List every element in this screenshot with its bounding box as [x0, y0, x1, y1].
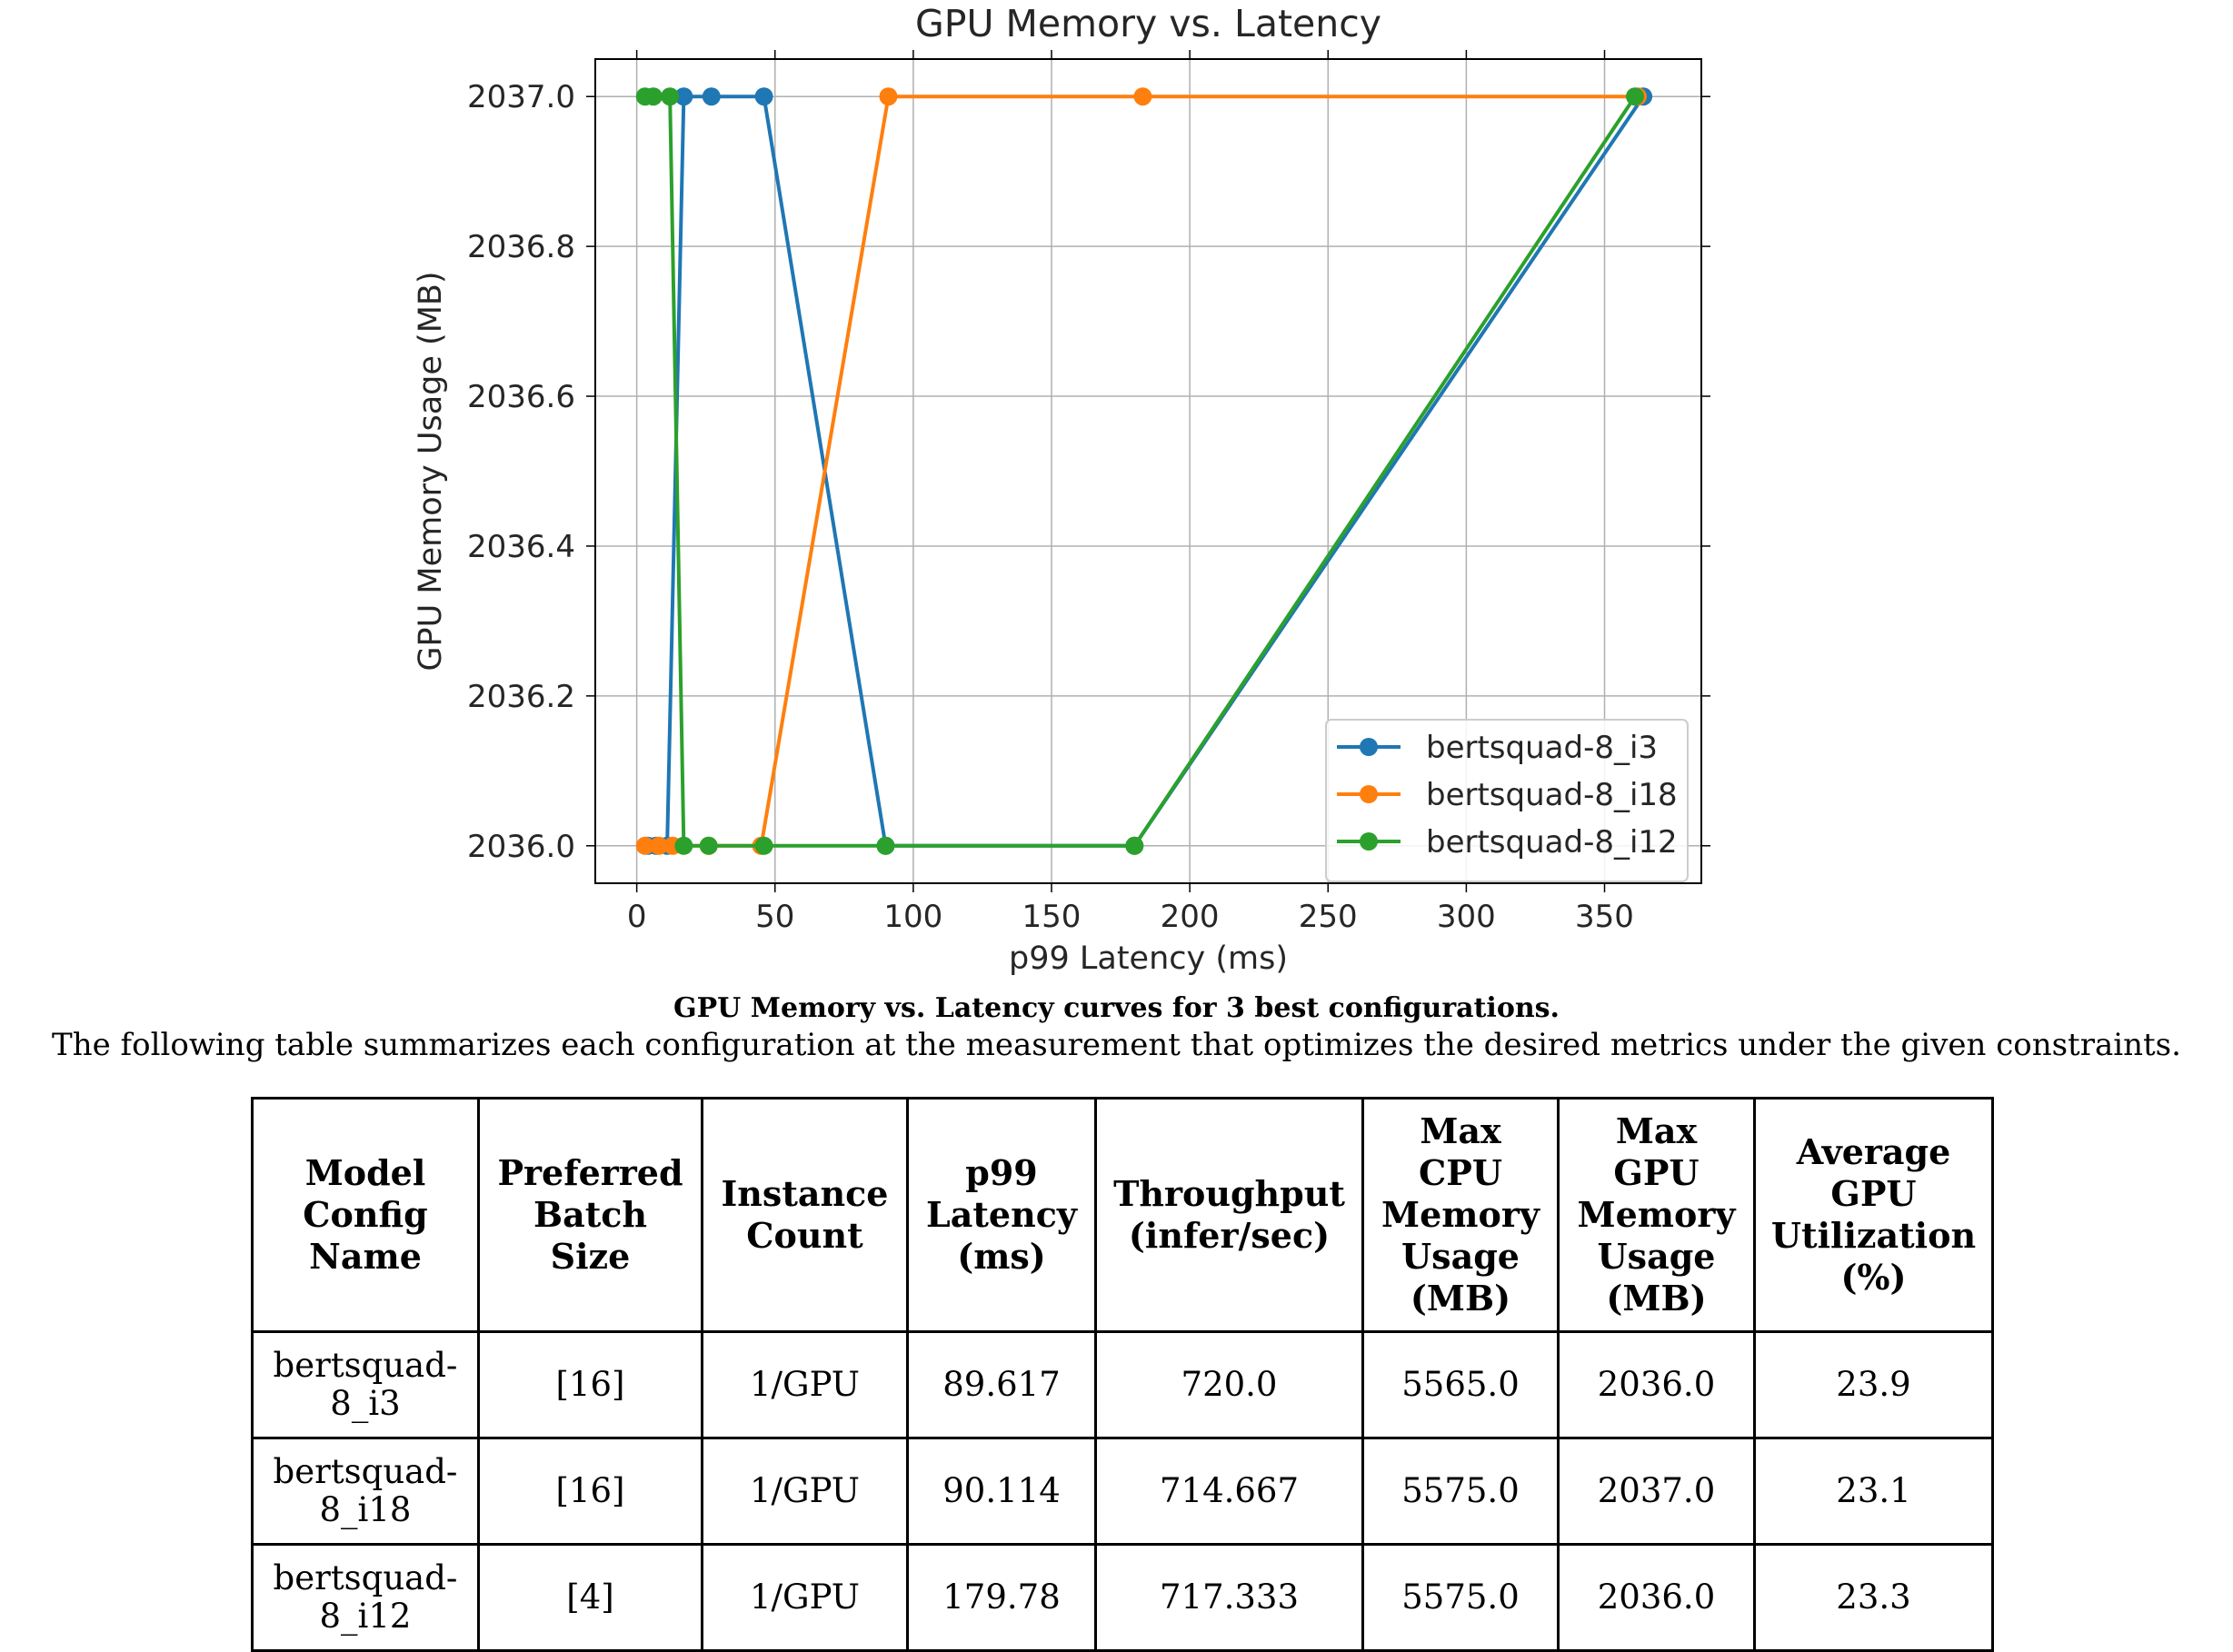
data-point-bertsquad-8_i18	[635, 836, 654, 855]
cell-max-gpu-memory: 2036.0	[1557, 1330, 1756, 1439]
cell-throughput: 714.667	[1094, 1437, 1364, 1546]
data-point-bertsquad-8_i3	[754, 87, 773, 106]
table-header-row: Model Config Name Preferred Batch Size I…	[251, 1097, 1994, 1333]
header-throughput: Throughput (infer/sec)	[1094, 1097, 1364, 1333]
cell-avg-gpu-utilization: 23.9	[1753, 1330, 1994, 1439]
x-tick-label: 200	[1161, 899, 1220, 935]
cell-p99-latency: 89.617	[906, 1330, 1097, 1439]
data-point-bertsquad-8_i12	[674, 836, 693, 855]
cell-max-cpu-memory: 5565.0	[1361, 1330, 1560, 1439]
table-row: bertsquad-8_i18 [16] 1/GPU 90.114 714.66…	[251, 1437, 1994, 1546]
chart-title: GPU Memory vs. Latency	[915, 2, 1381, 45]
x-tick-label: 300	[1437, 899, 1496, 935]
cell-model-config-name: bertsquad-8_i3	[251, 1330, 480, 1439]
cell-p99-latency: 90.114	[906, 1437, 1097, 1546]
y-tick-label: 2036.2	[467, 679, 575, 715]
figure-caption-text: The following table summarizes each conf…	[52, 1027, 2181, 1063]
cell-model-config-name: bertsquad-8_i18	[251, 1437, 480, 1546]
data-point-bertsquad-8_i18	[1133, 87, 1152, 106]
data-point-bertsquad-8_i12	[643, 87, 663, 106]
cell-instance-count: 1/GPU	[701, 1437, 909, 1546]
x-axis-label: p99 Latency (ms)	[1009, 940, 1288, 977]
x-tick-label: 150	[1022, 899, 1082, 935]
cell-max-gpu-memory: 2036.0	[1557, 1543, 1756, 1652]
table-row: bertsquad-8_i3 [16] 1/GPU 89.617 720.0 5…	[251, 1330, 1994, 1439]
cell-max-cpu-memory: 5575.0	[1361, 1437, 1560, 1546]
cell-avg-gpu-utilization: 23.3	[1753, 1543, 1994, 1652]
cell-preferred-batch-size: [4]	[477, 1543, 703, 1652]
y-tick-label: 2037.0	[467, 79, 575, 115]
x-tick-label: 350	[1575, 899, 1634, 935]
legend-marker-bertsquad-8_i18	[1360, 785, 1378, 803]
header-p99-latency: p99 Latency (ms)	[906, 1097, 1097, 1333]
legend-marker-bertsquad-8_i3	[1360, 738, 1378, 756]
y-tick-label: 2036.8	[467, 229, 575, 265]
legend-label: bertsquad-8_i3	[1426, 730, 1658, 766]
x-tick-label: 0	[627, 899, 647, 935]
cell-instance-count: 1/GPU	[701, 1330, 909, 1439]
data-point-bertsquad-8_i3	[702, 87, 721, 106]
x-tick-label: 250	[1299, 899, 1358, 935]
cell-throughput: 717.333	[1094, 1543, 1364, 1652]
gpu-memory-latency-chart: 0 50 100 150 200 250 300 350 2036.0 2036.2 2036.4 2…	[413, 2, 1710, 977]
data-point-bertsquad-8_i18	[879, 87, 898, 106]
header-max-gpu-memory: Max GPU Memory Usage (MB)	[1557, 1097, 1756, 1333]
data-point-bertsquad-8_i3	[674, 87, 693, 106]
header-max-cpu-memory: Max CPU Memory Usage (MB)	[1361, 1097, 1560, 1333]
cell-preferred-batch-size: [16]	[477, 1330, 703, 1439]
legend-label: bertsquad-8_i18	[1426, 777, 1678, 813]
header-preferred-batch-size: Preferred Batch Size	[477, 1097, 703, 1333]
cell-max-cpu-memory: 5575.0	[1361, 1543, 1560, 1652]
cell-throughput: 720.0	[1094, 1330, 1364, 1439]
legend-box	[1325, 719, 1689, 882]
data-point-bertsquad-8_i12	[754, 836, 773, 855]
y-tick-label: 2036.4	[467, 529, 575, 565]
legend-marker-bertsquad-8_i12	[1360, 832, 1378, 851]
cell-model-config-name: bertsquad-8_i12	[251, 1543, 480, 1652]
summary-table: Model Config Name Preferred Batch Size I…	[251, 1097, 1994, 1652]
cell-preferred-batch-size: [16]	[477, 1437, 703, 1546]
cell-instance-count: 1/GPU	[701, 1543, 909, 1652]
x-tick-label: 50	[755, 899, 794, 935]
chart-container: 0 50 100 150 200 250 300 350 2036.0 2036.2 2036.4 2…	[413, 2, 1710, 977]
y-tick-label: 2036.6	[467, 379, 575, 415]
legend-label: bertsquad-8_i12	[1426, 824, 1678, 861]
data-point-bertsquad-8_i12	[1125, 836, 1144, 855]
cell-avg-gpu-utilization: 23.1	[1753, 1437, 1994, 1546]
data-point-bertsquad-8_i18	[649, 836, 668, 855]
plot-frame	[594, 58, 1702, 884]
y-axis-label: GPU Memory Usage (MB)	[413, 271, 449, 671]
y-tick-label: 2036.0	[467, 829, 575, 865]
header-model-config-name: Model Config Name	[251, 1097, 480, 1333]
header-instance-count: Instance Count	[701, 1097, 909, 1333]
data-point-bertsquad-8_i12	[661, 87, 680, 106]
cell-max-gpu-memory: 2037.0	[1557, 1437, 1756, 1546]
cell-p99-latency: 179.78	[906, 1543, 1097, 1652]
data-point-bertsquad-8_i12	[699, 836, 718, 855]
data-point-bertsquad-8_i12	[1625, 87, 1644, 106]
x-tick-label: 100	[883, 899, 942, 935]
header-avg-gpu-utilization: Average GPU Utilization (%)	[1753, 1097, 1994, 1333]
table-row: bertsquad-8_i12 [4] 1/GPU 179.78 717.333…	[251, 1543, 1994, 1652]
data-point-bertsquad-8_i12	[876, 836, 895, 855]
figure-caption-title: GPU Memory vs. Latency curves for 3 best…	[673, 992, 1560, 1024]
